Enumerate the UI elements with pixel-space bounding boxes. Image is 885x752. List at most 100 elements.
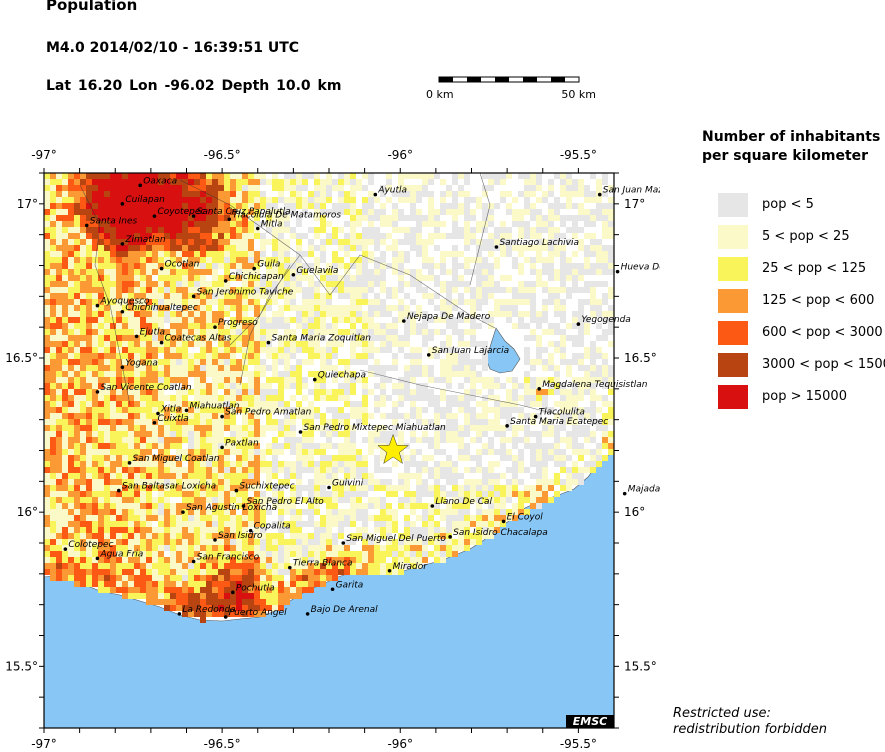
place-marker: San Agustin Loxicha bbox=[181, 503, 277, 514]
emsc-badge-text: EMSC bbox=[573, 715, 607, 728]
restricted-line2: redistribution forbidden bbox=[673, 722, 828, 737]
legend-swatch bbox=[718, 257, 748, 281]
place-label: Garita bbox=[336, 580, 364, 590]
place-marker: Magdalena Tequisistlan bbox=[537, 380, 648, 391]
legend-swatch bbox=[718, 321, 748, 345]
place-dot bbox=[213, 538, 217, 542]
place-label: Guila bbox=[257, 260, 280, 270]
place-dot bbox=[402, 319, 406, 323]
place-marker: Paxtlan bbox=[220, 438, 259, 450]
legend-title: Number of inhabitants per square kilomet… bbox=[702, 128, 882, 166]
tick-label-right: 16° bbox=[624, 505, 645, 519]
place-marker: Coatecas Altas bbox=[159, 334, 232, 345]
place-label: Paxtlan bbox=[225, 438, 259, 448]
tick-label-top: -96° bbox=[387, 148, 413, 162]
legend-label: 25 < pop < 125 bbox=[762, 261, 867, 276]
legend-item: 125 < pop < 600 bbox=[718, 289, 878, 313]
place-label: Suchixtepec bbox=[239, 482, 294, 492]
place-label: San Juan Lajarcia bbox=[432, 346, 509, 356]
place-dot bbox=[373, 192, 378, 197]
place-dot bbox=[95, 303, 100, 308]
place-marker: Majada Villalobos bbox=[622, 485, 660, 496]
place-dot bbox=[159, 266, 164, 271]
place-label: Coyotepec bbox=[157, 207, 205, 217]
place-label: Chichicapan bbox=[229, 272, 284, 282]
place-label: Agua Fria bbox=[99, 549, 143, 559]
place-marker: Suchixtepec bbox=[234, 482, 295, 493]
place-label: El Coyol bbox=[507, 512, 544, 522]
place-marker: Tierra Blanca bbox=[288, 559, 352, 570]
place-label: Tierra Blanca bbox=[293, 559, 353, 569]
tick-label-bottom: -97° bbox=[31, 737, 57, 751]
place-dot bbox=[84, 223, 89, 228]
legend-item: pop < 5 bbox=[718, 193, 878, 217]
place-dot bbox=[298, 430, 303, 434]
place-dot bbox=[63, 547, 68, 551]
place-label: Guivini bbox=[332, 479, 364, 489]
legend-swatch bbox=[718, 353, 748, 377]
place-marker: Llano De Cal bbox=[430, 497, 493, 508]
place-label: Ayutla bbox=[377, 186, 407, 196]
legend-label: 3000 < pop < 15000 bbox=[762, 357, 885, 372]
place-dot bbox=[231, 590, 235, 595]
place-label: San Pedro Mixtepec Miahuatlan bbox=[304, 423, 447, 433]
place-dot bbox=[177, 612, 182, 616]
place-label: Mirador bbox=[393, 562, 429, 572]
place-marker: Chichihualtepec bbox=[120, 303, 198, 314]
tick-label-left: 16° bbox=[17, 505, 38, 519]
place-marker: Hueva De Humbo bbox=[615, 263, 660, 274]
place-dot bbox=[120, 365, 125, 370]
place-dot bbox=[430, 504, 435, 508]
admin-boundaries bbox=[79, 173, 561, 416]
place-marker: Yegogenda bbox=[576, 315, 631, 326]
place-dot bbox=[191, 294, 196, 299]
place-marker: Santa Ines bbox=[84, 216, 138, 228]
place-label: San Miguel Coatlan bbox=[133, 454, 220, 464]
place-dot bbox=[234, 488, 239, 493]
place-marker: Zimatlan bbox=[120, 235, 166, 246]
place-marker: Bajo De Arenal bbox=[305, 605, 378, 616]
place-dot bbox=[252, 266, 256, 271]
place-dot bbox=[120, 242, 125, 246]
place-marker: Tlacolulita bbox=[533, 408, 585, 419]
legend-title-line2: per square kilometer bbox=[702, 148, 869, 164]
place-marker: San Juan Mazatlan bbox=[597, 186, 660, 197]
place-dot bbox=[120, 202, 125, 206]
place-label: Miahuatlan bbox=[190, 401, 240, 411]
place-marker: Guelavila bbox=[291, 266, 338, 277]
place-dot bbox=[501, 519, 506, 524]
place-marker: Cuilapan bbox=[120, 195, 165, 206]
place-label: San Isidro Chacalapa bbox=[453, 528, 548, 538]
scale-label-start: 0 km bbox=[426, 88, 454, 101]
legend-item: pop > 15000 bbox=[718, 385, 878, 409]
place-dot bbox=[505, 424, 509, 428]
tick-label-right: 15.5° bbox=[624, 659, 657, 673]
place-label: Progreso bbox=[218, 318, 258, 328]
restricted-line1: Restricted use: bbox=[673, 706, 771, 721]
place-dot bbox=[597, 192, 602, 197]
tick-label-top: -95.5° bbox=[560, 148, 597, 162]
place-dot bbox=[537, 387, 541, 391]
place-dot bbox=[95, 556, 100, 561]
location-info: Lat 16.20 Lon -96.02 Depth 10.0 km bbox=[46, 78, 342, 94]
place-marker: Santa Maria Zoquitlan bbox=[266, 334, 371, 345]
place-marker: San Pedro Amatlan bbox=[220, 408, 312, 419]
place-label: San Pedro Amatlan bbox=[225, 408, 312, 418]
tick-label-bottom: -95.5° bbox=[560, 737, 597, 751]
place-dot bbox=[120, 309, 125, 314]
emsc-badge: EMSC bbox=[566, 715, 614, 728]
place-dot bbox=[134, 334, 139, 339]
place-label: Cuilapan bbox=[125, 195, 165, 205]
tick-label-bottom: -96.5° bbox=[204, 737, 241, 751]
place-dot bbox=[223, 615, 228, 619]
place-marker: Garita bbox=[330, 580, 364, 592]
place-label: Pochutla bbox=[236, 583, 275, 593]
restricted-note: Restricted use: redistribution forbidden bbox=[673, 706, 827, 738]
place-marker: Agua Fria bbox=[95, 549, 143, 561]
place-dot bbox=[152, 214, 157, 218]
place-label: San Pedro El Alto bbox=[247, 497, 325, 507]
place-label: Santa Ines bbox=[90, 216, 138, 226]
place-dot bbox=[426, 353, 431, 357]
place-marker: Mitla bbox=[255, 220, 283, 231]
place-labels: Oaxaca Cuilapan Coyotepec Santa Ines Santa C… bbox=[63, 176, 660, 619]
